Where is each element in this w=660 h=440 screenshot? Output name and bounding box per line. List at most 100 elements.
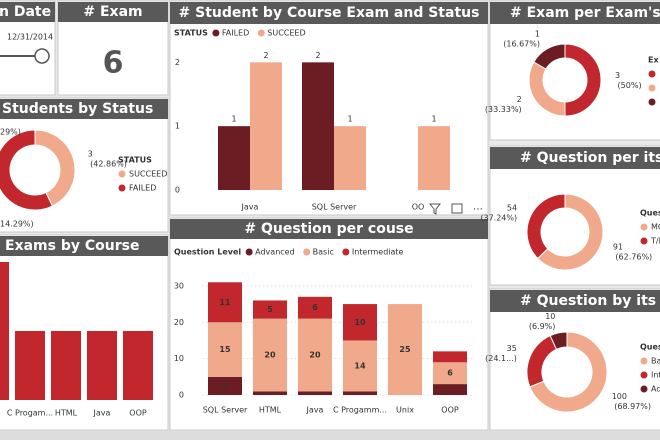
data-label: 25 xyxy=(399,345,411,354)
legend-label: Bas xyxy=(651,357,660,366)
data-label-part: (42.86%) xyxy=(88,159,127,168)
data-label-part: (6.9%) xyxy=(526,322,555,331)
data-label: 10 (6.9%) xyxy=(526,312,555,331)
data-label: 20 xyxy=(264,351,276,360)
donut-slice xyxy=(536,193,604,271)
legend-title: STATUS xyxy=(118,156,152,165)
y-tick-label: 2 xyxy=(175,58,180,67)
more-icon[interactable]: ⋯ xyxy=(473,204,483,215)
data-label: 1 xyxy=(431,115,436,124)
y-tick-label: 10 xyxy=(174,354,184,363)
bar-segment xyxy=(253,391,287,395)
chart-title: Students by Status xyxy=(2,101,153,117)
bar xyxy=(51,331,81,400)
donut-slice xyxy=(529,331,608,413)
x-tick-label: SQL Server xyxy=(312,203,357,212)
bar-segment xyxy=(343,340,377,392)
legend-swatch xyxy=(342,248,350,256)
chart-title: # Question by its le xyxy=(520,293,660,309)
data-label: 6 xyxy=(312,303,318,312)
title-bar xyxy=(170,219,488,239)
footer xyxy=(0,431,660,440)
legend-label: T/F xyxy=(650,237,660,246)
slider-handle[interactable] xyxy=(34,48,50,64)
legend-label: SUCCEED xyxy=(129,170,167,179)
bar-segment xyxy=(208,376,242,395)
data-label-part: (37.24%) xyxy=(478,213,517,222)
donut-slice xyxy=(526,193,566,260)
data-label: 1 (16.67%) xyxy=(501,29,540,48)
card-value: 6 xyxy=(103,46,124,81)
legend-swatch xyxy=(640,223,648,231)
data-label-part: 3 xyxy=(88,149,93,158)
title-bar xyxy=(170,2,488,24)
legend-label: Inte xyxy=(651,371,660,380)
annotation: 14.29%) xyxy=(0,220,34,229)
legend-swatch xyxy=(257,29,265,37)
legend-label: Adv xyxy=(651,385,660,394)
legend-swatch xyxy=(648,70,656,78)
legend-label: Advanced xyxy=(255,248,295,257)
card-title: # Exam xyxy=(83,4,142,20)
x-tick-label: C Progamm... xyxy=(333,406,387,415)
bar-segment xyxy=(208,282,242,323)
title-bar xyxy=(0,236,168,256)
bar xyxy=(418,126,450,190)
legend-label: Intermediate xyxy=(352,248,404,257)
data-label: 91 (62.76%) xyxy=(613,242,652,261)
x-tick-label: SQL Server xyxy=(203,406,248,415)
data-label: 2 xyxy=(315,51,320,60)
bar-segment xyxy=(253,318,287,392)
bar xyxy=(0,262,9,400)
data-label-part: (24.1...) xyxy=(483,353,517,362)
x-tick-label: Unix xyxy=(396,406,414,415)
bar-segment xyxy=(208,322,242,377)
annotation: 29%) xyxy=(0,128,21,137)
data-label: 3 (42.86%) xyxy=(88,149,127,168)
data-label-part: 3 xyxy=(615,71,620,80)
x-tick-label: Java xyxy=(93,409,111,418)
legend-title: Question Level xyxy=(174,248,241,257)
legend-title: Quest xyxy=(640,343,660,352)
slicer-title: n Date xyxy=(0,4,51,20)
legend-label: FAILED xyxy=(129,184,156,193)
filter-icon[interactable] xyxy=(428,203,442,215)
legend-title: Ex xyxy=(648,56,659,65)
data-label-part: 1 xyxy=(535,29,540,38)
bar-segment xyxy=(343,304,377,341)
data-label: 1 xyxy=(231,115,236,124)
data-label: 10 xyxy=(354,318,366,327)
legend-swatch xyxy=(640,357,648,365)
title-bar xyxy=(490,2,660,24)
data-label-part: 100 xyxy=(612,392,627,401)
chart-title: # Exam per Exam's T xyxy=(510,5,660,21)
bar-segment xyxy=(253,300,287,319)
x-tick-label: OOP xyxy=(441,406,459,415)
data-label: 1 xyxy=(347,115,352,124)
data-label: 5 xyxy=(222,381,228,390)
focus-icon[interactable] xyxy=(451,203,463,214)
data-label: 3 (50%) xyxy=(615,71,642,90)
data-label-part: (50%) xyxy=(615,81,642,90)
y-tick-label: 20 xyxy=(174,318,184,327)
legend-title: STATUS xyxy=(174,29,208,38)
data-label-part: 35 xyxy=(507,343,517,352)
data-label: 14 xyxy=(354,361,366,370)
legend-swatch xyxy=(118,184,126,192)
data-label-part: 10 xyxy=(545,312,555,321)
title-bar xyxy=(490,147,660,169)
legend-swatch xyxy=(640,237,648,245)
bar-segment xyxy=(433,362,467,385)
bar xyxy=(87,331,117,400)
legend-title: Questi xyxy=(640,209,660,218)
y-tick-label: 0 xyxy=(179,391,184,400)
data-label-part: (33.33%) xyxy=(482,105,521,114)
bar xyxy=(15,331,45,400)
legend-swatch xyxy=(640,371,648,379)
donut-slice xyxy=(0,129,54,211)
chart-title: # Student by Course Exam and Status xyxy=(179,5,480,21)
data-label: 54 (37.24%) xyxy=(478,203,517,222)
data-label: 2 (33.33%) xyxy=(482,95,521,114)
data-label-part: (62.76%) xyxy=(613,252,652,261)
donut-slice xyxy=(549,331,568,350)
